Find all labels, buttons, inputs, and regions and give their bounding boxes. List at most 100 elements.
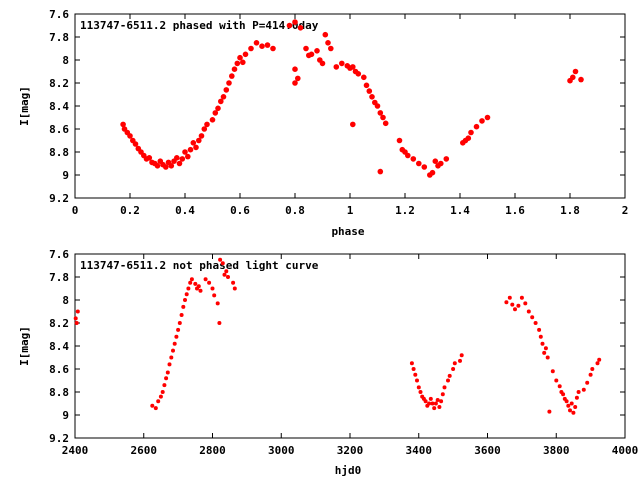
phased-data-point (578, 76, 584, 83)
unphased-data-point (458, 358, 462, 363)
phased-data-point (179, 156, 186, 162)
unphased-data-point (516, 303, 521, 308)
unphased-data-point (174, 334, 179, 339)
unphased-data-point (210, 286, 215, 291)
unphased-data-point (430, 401, 435, 406)
phased-data-point (382, 120, 389, 127)
phased-data-point (297, 25, 304, 31)
phased-data-point (215, 105, 221, 112)
phased-data-point (231, 66, 238, 72)
unphased-data-point (207, 280, 212, 285)
phased-x-tick-label: 0.4 (175, 204, 195, 217)
phased-data-point (182, 149, 188, 155)
phased-data-point (377, 168, 384, 175)
phased-data-point (350, 64, 356, 70)
unphased-data-point (557, 384, 562, 389)
phased-data-point (432, 158, 439, 164)
phased-data-point (308, 51, 315, 58)
phased-data-point (339, 60, 345, 67)
unphased-data-point (169, 355, 174, 360)
unphased-y-tick-label: 8.6 (49, 363, 69, 376)
unphased-data-point (432, 406, 437, 411)
unphased-data-point (162, 383, 167, 388)
unphased-data-point (568, 408, 572, 413)
phased-data-point (264, 42, 271, 48)
phased-data-point (176, 160, 183, 167)
unphased-data-point (231, 280, 236, 285)
phased-x-tick-label: 0 (72, 204, 79, 217)
phased-data-point (198, 133, 205, 139)
phased-data-point (253, 40, 260, 46)
phased-data-point (259, 43, 265, 49)
unphased-data-point (581, 387, 586, 392)
unphased-data-point (158, 394, 163, 399)
phased-y-tick-label: 8 (62, 54, 69, 67)
phased-x-tick-label: 0.6 (230, 204, 250, 217)
unphased-data-point (538, 334, 543, 339)
unphased-data-point (588, 372, 593, 377)
unphased-data-point (597, 357, 602, 362)
phased-y-tick-label: 8.8 (49, 146, 69, 159)
unphased-data-point (183, 298, 187, 302)
unphased-data-point (415, 378, 419, 383)
unphased-data-point (442, 385, 447, 390)
phased-data-point (248, 45, 254, 52)
unphased-panel-title: 113747-6511.2 not phased light curve (80, 259, 319, 272)
phased-data-point (168, 163, 175, 169)
unphased-data-point (533, 321, 538, 325)
phased-data-point (209, 117, 216, 123)
phased-y-tick-label: 7.8 (49, 31, 69, 44)
phased-data-point (242, 51, 249, 58)
phased-data-point (240, 59, 246, 66)
phased-data-point (132, 141, 139, 147)
unphased-data-point (186, 286, 191, 291)
unphased-data-point (510, 302, 515, 307)
phased-data-point (421, 164, 428, 170)
unphased-data-point (172, 341, 177, 346)
phased-data-point (374, 103, 381, 109)
unphased-data-point (507, 295, 512, 300)
phased-data-point (270, 45, 276, 52)
unphased-x-tick-label: 3200 (337, 444, 364, 457)
unphased-data-point (513, 307, 517, 312)
unphased-data-point (576, 390, 581, 394)
unphased-data-point (433, 401, 438, 406)
phased-data-point (196, 137, 202, 144)
unphased-data-point (73, 316, 78, 321)
unphased-data-point (189, 277, 194, 282)
unphased-data-point (181, 304, 186, 309)
unphased-data-point (585, 380, 590, 385)
unphased-data-point (459, 353, 464, 358)
phased-data-point (416, 160, 422, 167)
phased-data-point (319, 60, 326, 67)
phased-data-point (237, 54, 243, 61)
phased-data-point (234, 60, 241, 67)
unphased-data-point (416, 385, 421, 390)
unphased-data-point (222, 272, 227, 277)
unphased-data-point (203, 277, 208, 282)
phased-data-point (163, 164, 169, 170)
phased-data-point (154, 163, 161, 169)
unphased-data-point (543, 346, 548, 351)
phased-data-point (295, 75, 301, 82)
phased-data-point (226, 80, 232, 86)
phased-data-point (220, 94, 227, 100)
phased-data-point (369, 94, 375, 100)
unphased-data-point (573, 405, 578, 409)
unphased-data-point (437, 405, 442, 409)
unphased-data-point (418, 390, 423, 394)
unphased-y-tick-label: 7.8 (49, 271, 69, 284)
phased-x-axis-label: phase (331, 225, 364, 238)
phased-data-point (120, 121, 126, 128)
unphased-data-point (164, 376, 169, 381)
unphased-data-point (550, 369, 555, 374)
unphased-data-point (446, 378, 450, 383)
phased-data-point (218, 98, 224, 105)
phased-data-point (201, 126, 208, 132)
unphased-data-point (574, 395, 579, 400)
unphased-data-point (440, 392, 445, 397)
phased-data-point (443, 156, 450, 162)
phased-y-tick-label: 8.4 (49, 100, 69, 113)
phased-data-point (185, 153, 191, 160)
phased-data-point (479, 118, 485, 124)
